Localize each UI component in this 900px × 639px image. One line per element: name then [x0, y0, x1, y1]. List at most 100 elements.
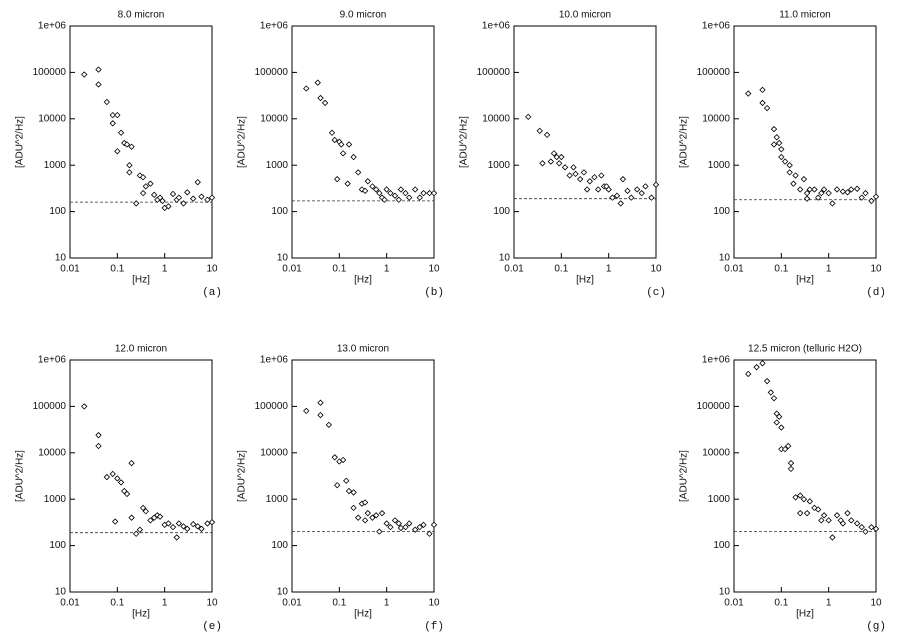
x-tick-label: 10 — [428, 598, 440, 609]
x-tick-label: 0.1 — [110, 264, 124, 275]
data-point — [416, 194, 423, 201]
data-point — [556, 160, 563, 167]
data-point — [345, 487, 353, 495]
data-point — [402, 189, 409, 197]
data-point — [136, 172, 144, 179]
y-tick-label: 1e+06 — [702, 355, 731, 366]
data-point — [797, 492, 804, 499]
panel-label: (a) — [202, 287, 222, 299]
y-axis-label: [ADU^2/Hz] — [459, 116, 470, 168]
data-point — [180, 200, 187, 207]
data-point — [430, 189, 438, 197]
x-tick-label: 0.01 — [724, 598, 744, 609]
data-point — [553, 153, 560, 161]
x-tick-label: 10 — [206, 598, 218, 609]
data-point — [391, 192, 399, 199]
data-point — [381, 196, 388, 203]
x-tick-label: 10 — [428, 264, 440, 275]
data-point — [338, 141, 345, 148]
data-point — [767, 389, 774, 396]
data-point — [561, 164, 569, 171]
data-point — [395, 196, 402, 203]
data-point — [848, 517, 855, 524]
data-point — [378, 510, 386, 517]
data-point — [321, 99, 329, 107]
data-point — [317, 411, 324, 419]
data-point — [776, 139, 783, 147]
data-point — [792, 172, 799, 179]
x-tick-label: 0.01 — [60, 598, 80, 609]
x-tick-label: 0.1 — [110, 598, 124, 609]
data-point — [806, 498, 813, 505]
data-point — [800, 496, 808, 503]
x-tick-label: 1 — [162, 264, 168, 275]
y-tick-label: 10000 — [260, 113, 288, 124]
data-point — [598, 172, 605, 179]
data-point — [343, 477, 350, 484]
data-point — [128, 143, 135, 150]
y-tick-label: 100 — [493, 206, 510, 217]
data-point — [95, 66, 102, 73]
data-point — [123, 490, 131, 498]
data-point — [402, 523, 409, 531]
data-point — [628, 194, 635, 201]
data-point — [376, 189, 383, 197]
y-tick-label: 1e+06 — [482, 21, 511, 32]
panel-label: (c) — [646, 287, 666, 299]
data-point — [328, 129, 336, 136]
data-point — [355, 169, 362, 176]
x-axis-label: [Hz] — [576, 275, 594, 286]
panel-title: 11.0 micron — [779, 10, 831, 21]
data-point — [395, 520, 402, 527]
data-point — [595, 186, 602, 193]
y-tick-label: 100000 — [33, 67, 67, 78]
x-tick-label: 10 — [206, 264, 218, 275]
data-point — [745, 90, 752, 97]
data-point — [525, 113, 532, 121]
data-point — [848, 186, 855, 193]
data-point — [204, 520, 211, 527]
y-tick-label: 100 — [713, 540, 730, 551]
data-point — [763, 104, 771, 112]
x-axis-label: [Hz] — [796, 609, 814, 620]
data-point — [383, 520, 390, 527]
data-point — [208, 518, 216, 526]
y-tick-label: 1000 — [44, 160, 67, 171]
data-point — [797, 186, 804, 193]
data-point — [853, 185, 861, 192]
data-point — [103, 98, 110, 106]
y-tick-label: 1000 — [708, 494, 731, 505]
x-tick-label: 1 — [826, 264, 832, 275]
y-tick-label: 1e+06 — [702, 21, 731, 32]
data-point — [572, 170, 579, 178]
data-point — [364, 510, 371, 517]
plot-frame — [291, 25, 435, 259]
data-point — [109, 470, 116, 478]
data-point — [430, 521, 438, 529]
data-point — [114, 475, 121, 482]
data-point — [117, 479, 125, 486]
data-point — [792, 494, 799, 501]
data-point — [770, 125, 778, 133]
x-axis-label: [Hz] — [132, 275, 150, 286]
data-point — [591, 174, 598, 181]
data-point — [803, 195, 811, 202]
data-point — [361, 517, 369, 524]
data-point — [376, 528, 383, 535]
panel: 12.5 micron (telluric H2O) 10 100 1000 10000… — [679, 344, 886, 633]
data-point — [778, 146, 785, 153]
data-point — [175, 520, 183, 527]
data-point — [759, 86, 766, 94]
data-point — [95, 81, 102, 88]
data-point — [123, 141, 131, 148]
x-tick-label: 0.01 — [282, 598, 302, 609]
data-point — [839, 188, 847, 195]
data-point — [345, 141, 353, 148]
y-tick-label: 1000 — [266, 494, 289, 505]
y-tick-label: 10000 — [38, 113, 66, 124]
data-point — [577, 176, 584, 183]
data-point — [147, 517, 154, 524]
y-axis-label: [ADU^2/Hz] — [679, 116, 690, 168]
data-point — [770, 395, 778, 402]
x-tick-label: 0.01 — [282, 264, 302, 275]
